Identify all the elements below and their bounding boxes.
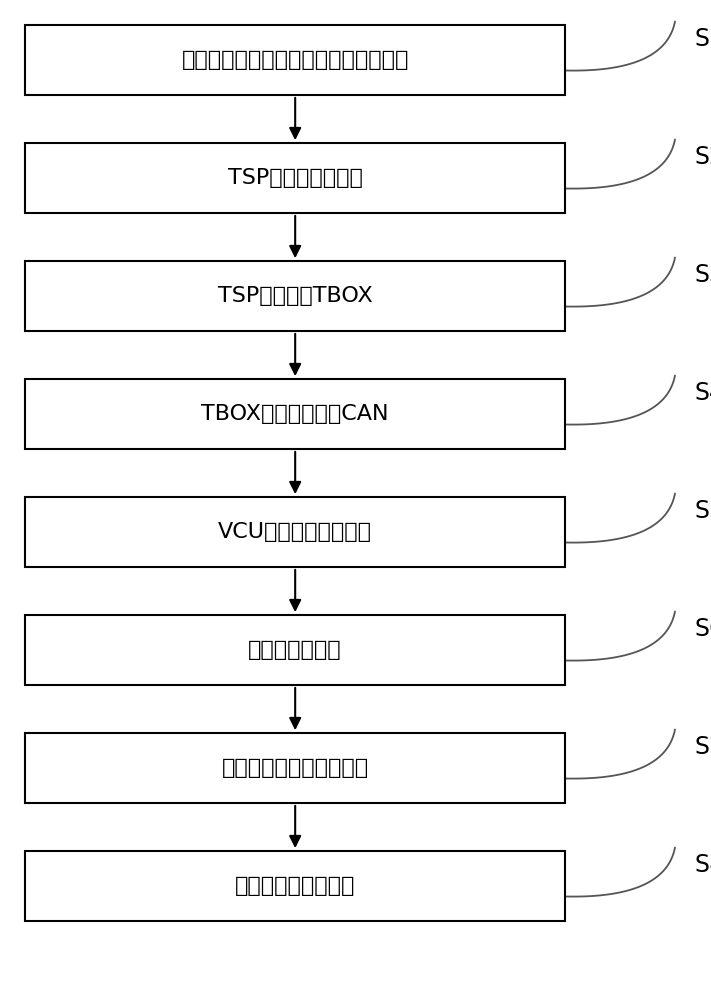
Text: S6: S6 <box>695 617 711 641</box>
Text: 电池包预热执行: 电池包预热执行 <box>248 640 342 660</box>
Text: S4: S4 <box>695 381 711 405</box>
Text: 用户上车，流程结束: 用户上车，流程结束 <box>235 876 356 896</box>
Text: TBOX网络唤醒动力CAN: TBOX网络唤醒动力CAN <box>201 404 389 424</box>
Text: S5: S5 <box>695 499 711 523</box>
Text: S8: S8 <box>695 853 711 877</box>
Text: TSP后台存储、计时: TSP后台存储、计时 <box>228 168 363 188</box>
Text: S1: S1 <box>695 27 711 51</box>
Bar <box>25 25 565 95</box>
Text: TSP远程唤醒TBOX: TSP远程唤醒TBOX <box>218 286 373 306</box>
Text: S7: S7 <box>695 735 711 759</box>
Bar <box>25 733 565 803</box>
Text: 电池包预热状态反馈推送: 电池包预热状态反馈推送 <box>222 758 369 778</box>
Bar <box>25 379 565 449</box>
Text: S2: S2 <box>695 145 711 169</box>
Bar <box>25 851 565 921</box>
Text: 用户进行行车计划及电池加热预约设置: 用户进行行车计划及电池加热预约设置 <box>181 50 409 70</box>
Bar <box>25 143 565 213</box>
Bar <box>25 615 565 685</box>
Bar <box>25 497 565 567</box>
Bar <box>25 261 565 331</box>
Text: VCU控制整车高压上电: VCU控制整车高压上电 <box>218 522 372 542</box>
Text: S3: S3 <box>695 263 711 287</box>
